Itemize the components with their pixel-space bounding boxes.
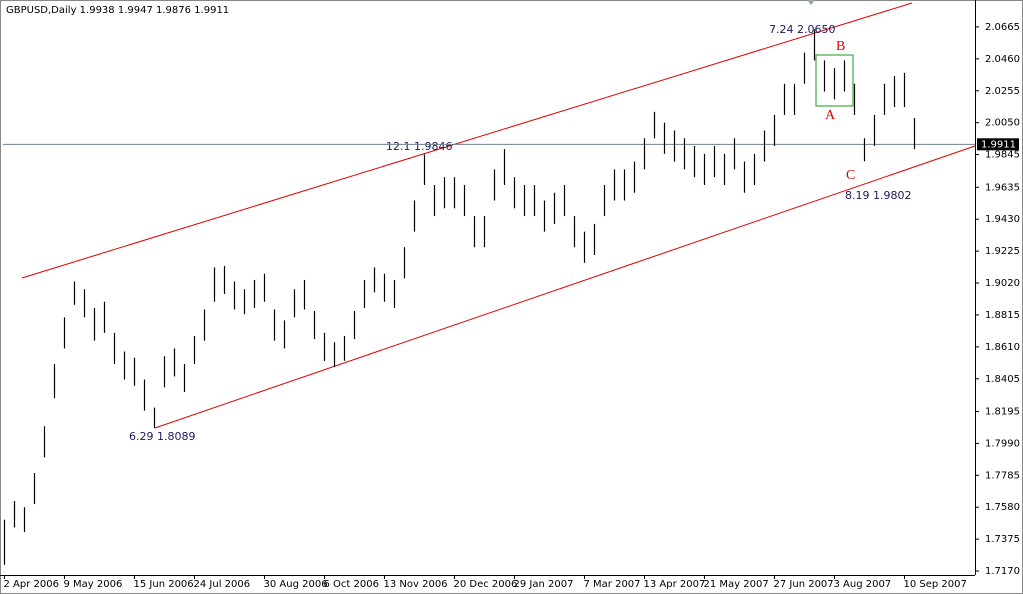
y-tick-label: 1.9020: [985, 278, 1020, 289]
channel-lower: [154, 145, 976, 429]
x-tick-label: 24 Jul 2006: [194, 579, 251, 590]
x-tick-label: 20 Dec 2006: [454, 579, 518, 590]
wave-label: C: [846, 168, 855, 183]
wave-label: B: [836, 39, 845, 54]
pattern-box: [815, 54, 854, 107]
y-tick-label: 1.7580: [985, 502, 1020, 513]
y-tick-label: 2.0255: [985, 86, 1020, 97]
last-price-box: [977, 138, 1019, 151]
y-tick-label: 1.9635: [985, 182, 1020, 193]
y-tick-label: 1.7170: [985, 566, 1020, 577]
y-tick-label: 2.0460: [985, 54, 1020, 65]
y-tick-label: 2.0050: [985, 118, 1020, 129]
period-marker: [807, 0, 815, 5]
x-tick-label: 29 Jan 2007: [514, 579, 574, 590]
x-tick-label: 3 Aug 2007: [834, 579, 892, 590]
chart-title: GBPUSD,Daily 1.9938 1.9947 1.9876 1.9911: [6, 5, 229, 16]
y-tick-label: 1.8195: [985, 406, 1020, 417]
x-tick-label: 10 Sep 2007: [904, 579, 967, 590]
x-tick-label: 13 Apr 2007: [644, 579, 706, 590]
y-tick-label: 1.8610: [985, 342, 1020, 353]
x-tick-label: 21 May 2007: [704, 579, 769, 590]
channel-upper: [21, 2, 913, 279]
x-tick-label: 27 Jun 2007: [774, 579, 834, 590]
y-tick-label: 1.8405: [985, 374, 1020, 385]
y-tick-label: 1.7785: [985, 470, 1020, 481]
y-tick-label: 1.9430: [985, 214, 1020, 225]
annotation: 7.24 2.0650: [769, 23, 835, 36]
annotation: 8.19 1.9802: [845, 189, 911, 202]
y-tick-label: 1.8815: [985, 310, 1020, 321]
x-tick-label: 7 Mar 2007: [584, 579, 641, 590]
annotation: 6.29 1.8089: [129, 430, 195, 443]
last-price-label: 1.9911: [981, 139, 1016, 150]
y-tick-label: 1.7990: [985, 438, 1020, 449]
y-tick-label: 1.9845: [985, 150, 1020, 161]
x-tick-label: 2 Apr 2006: [4, 579, 59, 590]
x-tick-label: 6 Oct 2006: [324, 579, 379, 590]
y-tick-label: 1.7375: [985, 534, 1020, 545]
y-tick-label: 1.9225: [985, 246, 1020, 257]
x-tick-label: 15 Jun 2006: [134, 579, 194, 590]
wave-label: A: [825, 108, 836, 123]
x-tick-label: 13 Nov 2006: [384, 579, 448, 590]
x-tick-label: 9 May 2006: [64, 579, 123, 590]
y-tick-label: 2.0665: [985, 22, 1020, 33]
annotation: 12.1 1.9846: [386, 140, 452, 153]
x-tick-label: 30 Aug 2006: [264, 579, 328, 590]
